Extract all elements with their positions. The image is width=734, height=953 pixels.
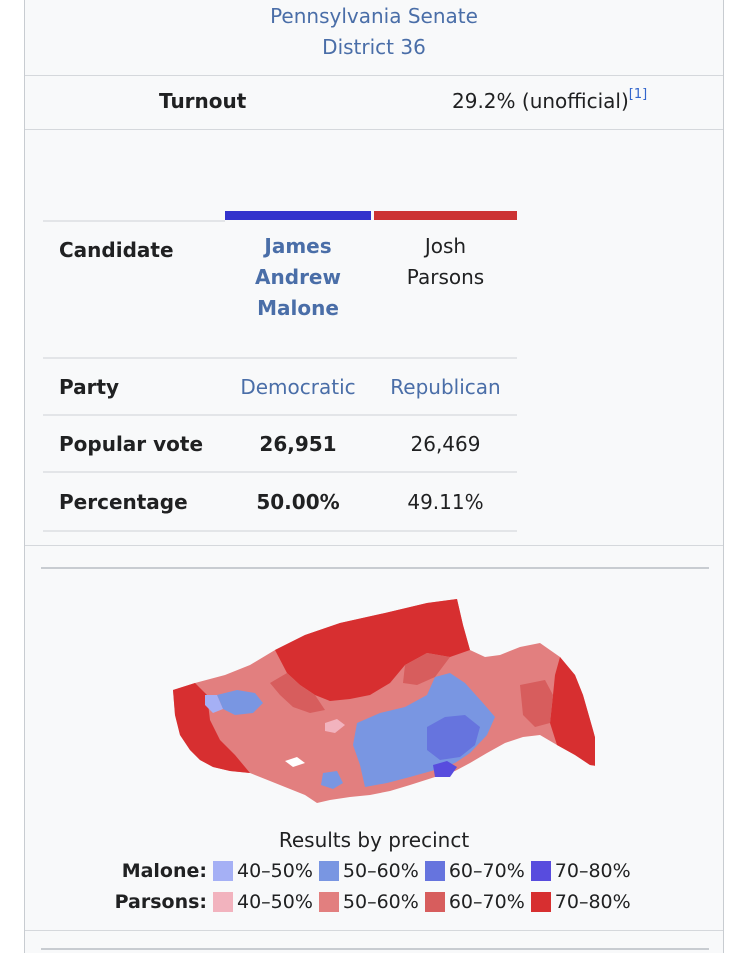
rep-percentage: 49.11% (374, 472, 517, 532)
rep-popular-vote: 26,469 (374, 415, 517, 473)
percentage-label: Percentage (43, 472, 225, 532)
democratic-party-link[interactable]: Democratic (240, 374, 356, 399)
region-central-blue (353, 673, 495, 787)
dem-candidate-name-3[interactable]: Malone (257, 296, 339, 320)
rep-candidate-name-2: Parsons (406, 265, 485, 289)
dem-candidate-link[interactable]: James Andrew Malone (225, 221, 371, 359)
legend-swatch (213, 861, 233, 881)
turnout-value-text: 29.2% (unofficial) (452, 89, 629, 113)
party-label: Party (43, 358, 225, 416)
results-table: Candidate James Andrew Malone Josh Parso… (43, 210, 517, 532)
divider (25, 545, 723, 546)
election-infobox: Pennsylvania Senate District 36 Turnout … (24, 0, 724, 953)
rep-candidate-name-1: Josh (424, 234, 467, 258)
legend-swatch (530, 861, 551, 881)
legend-swatch (424, 861, 445, 881)
legend-item-label: 50–60% (342, 891, 419, 913)
rep-color-cell (374, 210, 517, 221)
republican-party-link[interactable]: Republican (390, 374, 501, 399)
dem-candidate-name-1[interactable]: James (264, 234, 332, 258)
dem-popular-vote: 26,951 (225, 415, 371, 473)
district-subtitle[interactable]: District 36 (25, 35, 723, 59)
region-west-blue (217, 690, 263, 715)
divider (25, 75, 723, 76)
precinct-results-map[interactable] (165, 595, 595, 810)
senate-link[interactable]: Pennsylvania Senate (270, 4, 478, 28)
dem-percentage: 50.00% (225, 472, 371, 532)
divider (25, 129, 723, 130)
region-central-dark-blue (427, 715, 480, 760)
dem-candidate-name-2[interactable]: Andrew (255, 265, 341, 289)
region-river (285, 757, 305, 767)
legend-parsons: Parsons: 40–50% 50–60% 60–70% 70–80% (113, 889, 637, 915)
region-north-strong-red (275, 599, 470, 701)
dem-color-cell (225, 210, 371, 221)
region-north-medium-red (270, 673, 325, 713)
district-link[interactable]: District 36 (322, 35, 426, 59)
blank-cell (43, 210, 225, 221)
popular-vote-label: Popular vote (43, 415, 225, 473)
turnout-value: 29.2% (unofficial)[1] (452, 87, 648, 113)
legend-item-label: 40–50% (237, 891, 313, 913)
legend-swatch (213, 892, 233, 912)
party-row: Party Democratic Republican (43, 358, 517, 416)
legend-swatch (318, 892, 339, 912)
region-west-strong-red (173, 683, 250, 773)
popular-vote-row: Popular vote 26,951 26,469 (43, 415, 517, 473)
rep-color-bar (374, 211, 517, 220)
percentage-row: Percentage 50.00% 49.11% (43, 472, 517, 532)
candidate-row: Candidate James Andrew Malone Josh Parso… (43, 220, 517, 359)
legend-item-label: 70–80% (554, 891, 631, 913)
divider (25, 930, 723, 931)
legend-swatch (318, 861, 339, 881)
map-top-rule (41, 567, 709, 569)
legend-malone-label: Malone: (121, 860, 207, 882)
infobox-title-link[interactable]: Pennsylvania Senate (25, 4, 723, 28)
region-pink-enclave (325, 719, 345, 733)
legend-item-label: 50–60% (342, 860, 419, 882)
legend-swatch (530, 892, 551, 912)
region-small-blue (321, 771, 343, 789)
map-caption: Results by precinct (278, 828, 470, 852)
candidate-label: Candidate (43, 220, 225, 359)
region-east-medium-red (520, 680, 553, 727)
legend-swatch (424, 892, 445, 912)
legend-item-label: 40–50% (237, 860, 313, 882)
legend-item-label: 60–70% (448, 860, 525, 882)
region-west-light-blue (205, 695, 223, 713)
legend-parsons-label: Parsons: (114, 891, 207, 913)
dem-color-bar (225, 211, 371, 220)
turnout-label: Turnout (159, 89, 247, 113)
legend-item-label: 70–80% (554, 860, 631, 882)
bottom-rule (41, 948, 709, 950)
legend-malone: Malone: 40–50% 50–60% 60–70% 70–80% (113, 858, 637, 884)
region-east-strong-red (550, 657, 595, 766)
region-east-north-red (403, 653, 450, 685)
reference-link[interactable]: [1] (628, 87, 648, 102)
region-central-darkest-blue (433, 761, 457, 777)
legend-item-label: 60–70% (448, 891, 525, 913)
rep-candidate-name: Josh Parsons (374, 221, 517, 359)
